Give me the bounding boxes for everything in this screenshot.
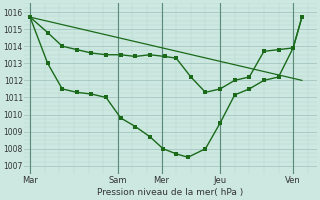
X-axis label: Pression niveau de la mer( hPa ): Pression niveau de la mer( hPa ) <box>97 188 244 197</box>
